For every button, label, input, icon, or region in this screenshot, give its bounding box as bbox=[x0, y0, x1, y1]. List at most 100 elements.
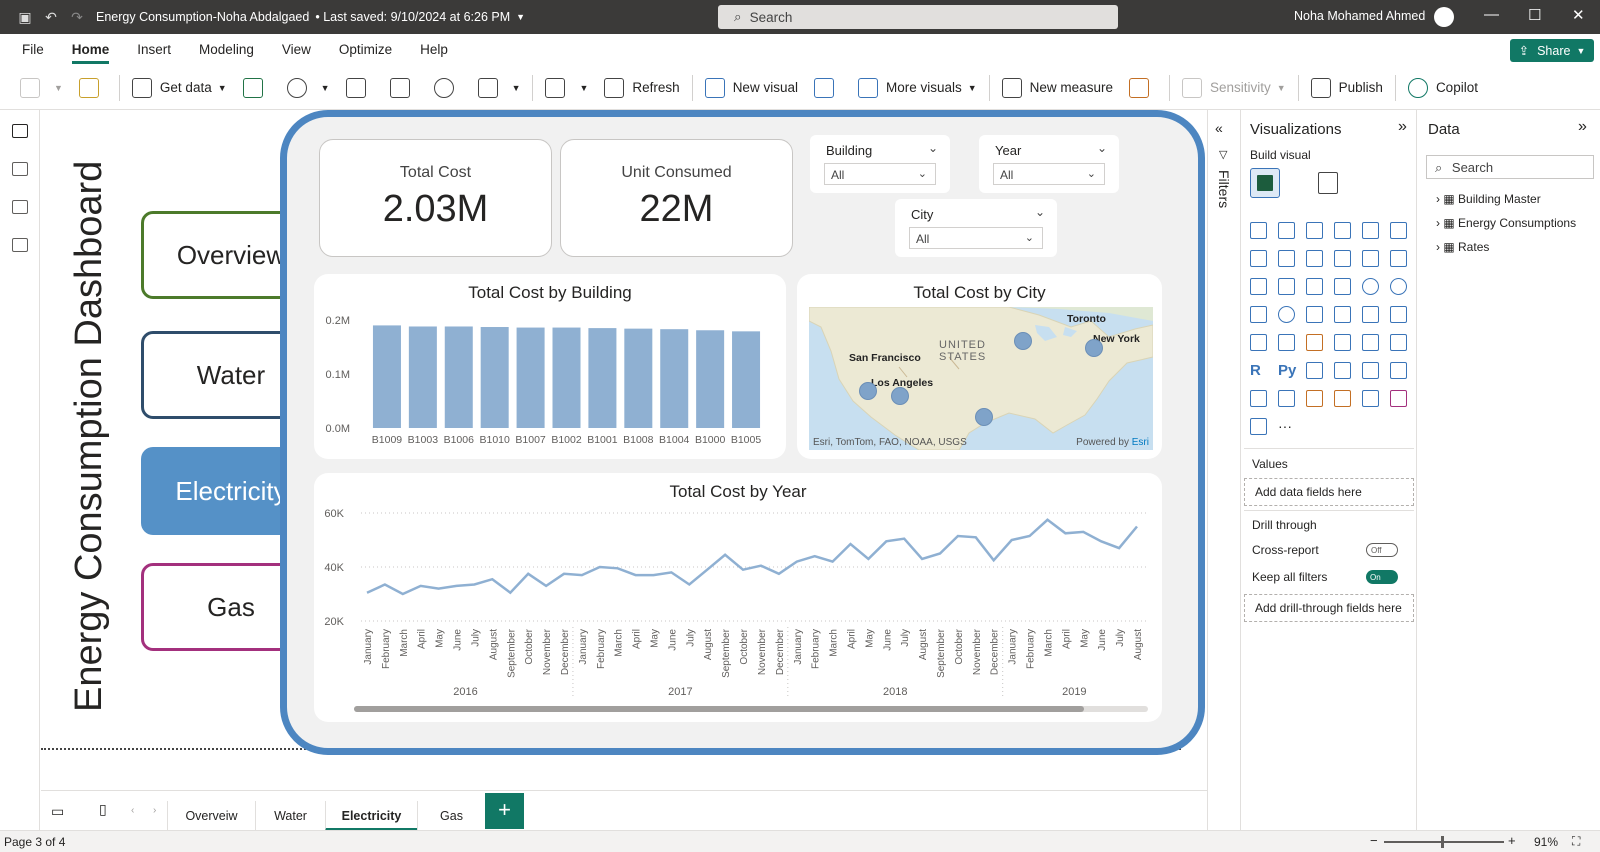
publish-button[interactable]: Publish bbox=[1303, 66, 1391, 110]
user-name[interactable]: Noha Mohamed Ahmed bbox=[1294, 9, 1426, 23]
map-powered-brand[interactable]: Esri bbox=[1131, 437, 1149, 448]
map-bubble-new-york[interactable] bbox=[1085, 339, 1103, 357]
build-visual-tab[interactable] bbox=[1250, 168, 1280, 198]
save-icon[interactable]: ▣ bbox=[18, 8, 32, 25]
scroll-right-icon[interactable]: › bbox=[153, 805, 157, 816]
filters-pane[interactable]: « ▽ bbox=[1207, 110, 1240, 830]
slicer-city[interactable]: City ⌄ All ⌄ bbox=[895, 199, 1057, 257]
ribbon-chart-icon[interactable] bbox=[1250, 278, 1267, 295]
waterfall-chart-icon[interactable] bbox=[1278, 278, 1295, 295]
paste-button[interactable]: ▼ bbox=[12, 66, 71, 110]
zoom-slider-thumb[interactable] bbox=[1441, 836, 1444, 848]
refresh-button[interactable]: Refresh bbox=[596, 66, 687, 110]
area-chart-icon[interactable] bbox=[1278, 250, 1295, 267]
multi-row-card-icon[interactable] bbox=[1278, 334, 1295, 351]
100-percent-column-chart-icon[interactable] bbox=[1390, 222, 1407, 239]
map-total-cost-by-city[interactable]: Total Cost by City UNITED STATES San Fra… bbox=[797, 274, 1162, 459]
minimize-icon[interactable]: — bbox=[1484, 6, 1499, 23]
python-visual-icon[interactable]: Py bbox=[1278, 362, 1297, 379]
copilot-button[interactable]: Copilot bbox=[1400, 66, 1486, 110]
power-automate-icon[interactable] bbox=[1334, 390, 1351, 407]
chevron-down-icon[interactable]: ⌄ bbox=[1034, 205, 1045, 219]
expand-icon[interactable]: » bbox=[1398, 118, 1407, 135]
clustered-column-chart-icon[interactable] bbox=[1334, 222, 1351, 239]
line-chart-icon[interactable] bbox=[1250, 250, 1267, 267]
menu-optimize[interactable]: Optimize bbox=[338, 42, 393, 57]
stacked-area-chart-icon[interactable] bbox=[1306, 250, 1323, 267]
maximize-icon[interactable]: ☐ bbox=[1528, 7, 1542, 24]
shape-map-icon[interactable] bbox=[1334, 306, 1351, 323]
qa-icon[interactable] bbox=[1362, 362, 1379, 379]
dataverse-button[interactable] bbox=[426, 66, 470, 110]
report-view-icon[interactable] bbox=[12, 124, 28, 138]
undo-icon[interactable]: ↶ bbox=[45, 8, 57, 25]
filled-map-icon[interactable] bbox=[1306, 306, 1323, 323]
get-data-button[interactable]: Get data ▼ bbox=[124, 66, 235, 110]
zoom-slider[interactable] bbox=[1384, 836, 1504, 848]
pie-chart-icon[interactable] bbox=[1362, 278, 1379, 295]
100-percent-bar-chart-icon[interactable] bbox=[1362, 222, 1379, 239]
collapse-icon[interactable]: « bbox=[1215, 120, 1223, 136]
map-bubble-houston[interactable] bbox=[975, 408, 993, 426]
stacked-column-chart-icon[interactable] bbox=[1278, 222, 1295, 239]
scatter-chart-icon[interactable] bbox=[1334, 278, 1351, 295]
menu-help[interactable]: Help bbox=[420, 42, 448, 57]
matrix-icon[interactable] bbox=[1390, 334, 1407, 351]
onelake-button[interactable]: ▼ bbox=[279, 66, 338, 110]
new-measure-button[interactable]: New measure bbox=[994, 66, 1121, 110]
clustered-bar-chart-icon[interactable] bbox=[1306, 222, 1323, 239]
quick-measure-button[interactable] bbox=[1121, 66, 1165, 110]
slicer-building[interactable]: Building ⌄ All ⌄ bbox=[810, 135, 950, 193]
line-chart-total-cost-by-year[interactable]: Total Cost by Year 20K 40K 60K January Febru… bbox=[314, 473, 1162, 722]
zoom-out-icon[interactable]: − bbox=[1370, 833, 1378, 848]
metrics-icon[interactable] bbox=[1390, 390, 1407, 407]
page-tab-overveiw[interactable]: Overveiw bbox=[167, 801, 255, 831]
enter-data-button[interactable] bbox=[382, 66, 426, 110]
map-icon[interactable] bbox=[1278, 306, 1295, 323]
card-icon[interactable] bbox=[1250, 334, 1267, 351]
table-icon[interactable] bbox=[1362, 334, 1379, 351]
user-avatar-icon[interactable] bbox=[1434, 7, 1454, 27]
kpi-card-total-cost[interactable]: Total Cost 2.03M bbox=[319, 139, 552, 257]
desktop-layout-icon[interactable]: ▭ bbox=[51, 803, 65, 819]
menu-home[interactable]: Home bbox=[58, 34, 124, 66]
scrollbar-thumb[interactable] bbox=[354, 706, 1085, 712]
table-building-master[interactable]: › ▦ Building Master bbox=[1436, 192, 1541, 206]
more-visuals-button[interactable]: More visuals ▼ bbox=[850, 66, 985, 110]
close-icon[interactable]: ✕ bbox=[1572, 7, 1585, 24]
chevron-down-icon[interactable]: ⌄ bbox=[1096, 141, 1107, 155]
recent-sources-button[interactable]: ▼ bbox=[470, 66, 529, 110]
goals-icon[interactable] bbox=[1250, 390, 1267, 407]
share-button[interactable]: ⇪ Share ▼ bbox=[1510, 39, 1594, 62]
scroll-left-icon[interactable]: ‹ bbox=[131, 805, 135, 816]
format-painter-button[interactable] bbox=[71, 66, 115, 110]
power-automate-flow-icon[interactable] bbox=[1250, 418, 1267, 435]
map-view[interactable]: UNITED STATES San Francisco Los Angeles … bbox=[809, 307, 1153, 450]
bar-chart-total-cost-by-building[interactable]: Total Cost by Building 0.0M 0.1M 0.2M B1009… bbox=[314, 274, 786, 459]
mobile-layout-icon[interactable]: ▯ bbox=[99, 801, 107, 817]
decomposition-tree-icon[interactable] bbox=[1334, 362, 1351, 379]
transform-data-button[interactable]: ▼ bbox=[537, 66, 596, 110]
menu-view[interactable]: View bbox=[281, 42, 311, 57]
data-search-input[interactable]: ⌕ Search bbox=[1426, 155, 1594, 179]
slicer-city-dropdown[interactable]: All ⌄ bbox=[909, 227, 1043, 249]
expand-icon[interactable]: » bbox=[1578, 118, 1587, 135]
narrative-icon[interactable] bbox=[1390, 362, 1407, 379]
dax-query-view-icon[interactable] bbox=[12, 238, 28, 252]
sql-server-button[interactable] bbox=[338, 66, 382, 110]
title-dropdown-icon[interactable]: ▼ bbox=[516, 12, 526, 22]
kpi-icon[interactable] bbox=[1306, 334, 1323, 351]
key-influencers-icon[interactable] bbox=[1306, 362, 1323, 379]
table-rates[interactable]: › ▦ Rates bbox=[1436, 240, 1490, 254]
kpi-card-unit-consumed[interactable]: Unit Consumed 22M bbox=[560, 139, 793, 257]
menu-file[interactable]: File bbox=[22, 42, 44, 57]
cross-report-toggle[interactable]: Off bbox=[1366, 543, 1398, 557]
excel-button[interactable] bbox=[235, 66, 279, 110]
values-field-well[interactable]: Add data fields here bbox=[1244, 478, 1414, 506]
100-percent-area-chart-icon[interactable] bbox=[1334, 250, 1351, 267]
gauge-icon[interactable] bbox=[1390, 306, 1407, 323]
slicer-icon[interactable] bbox=[1334, 334, 1351, 351]
model-view-icon[interactable] bbox=[12, 200, 28, 214]
page-tab-electricity[interactable]: Electricity bbox=[325, 801, 417, 831]
page-tab-water[interactable]: Water bbox=[255, 801, 325, 831]
